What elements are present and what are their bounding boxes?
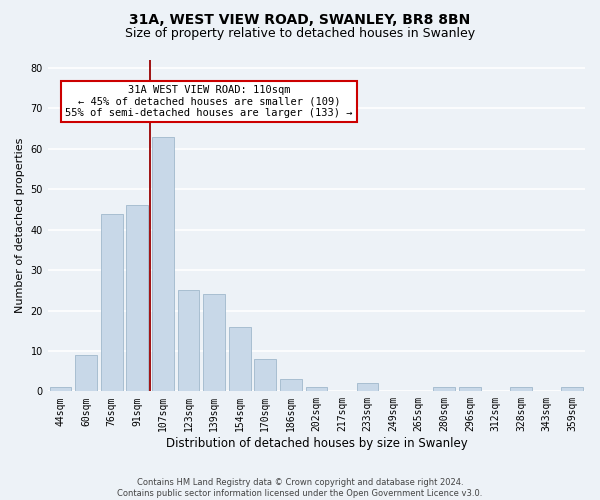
Text: Size of property relative to detached houses in Swanley: Size of property relative to detached ho… bbox=[125, 28, 475, 40]
Bar bbox=[178, 290, 199, 392]
Text: 31A, WEST VIEW ROAD, SWANLEY, BR8 8BN: 31A, WEST VIEW ROAD, SWANLEY, BR8 8BN bbox=[130, 12, 470, 26]
Bar bbox=[75, 355, 97, 392]
Bar bbox=[50, 388, 71, 392]
Bar bbox=[229, 326, 251, 392]
Bar bbox=[459, 388, 481, 392]
Bar bbox=[254, 359, 276, 392]
Bar bbox=[356, 384, 379, 392]
Bar bbox=[101, 214, 122, 392]
X-axis label: Distribution of detached houses by size in Swanley: Distribution of detached houses by size … bbox=[166, 437, 467, 450]
Bar bbox=[280, 379, 302, 392]
Text: Contains HM Land Registry data © Crown copyright and database right 2024.
Contai: Contains HM Land Registry data © Crown c… bbox=[118, 478, 482, 498]
Y-axis label: Number of detached properties: Number of detached properties bbox=[15, 138, 25, 314]
Bar bbox=[305, 388, 327, 392]
Bar bbox=[152, 137, 174, 392]
Bar bbox=[433, 388, 455, 392]
Bar bbox=[127, 206, 148, 392]
Bar bbox=[203, 294, 225, 392]
Text: 31A WEST VIEW ROAD: 110sqm
← 45% of detached houses are smaller (109)
55% of sem: 31A WEST VIEW ROAD: 110sqm ← 45% of deta… bbox=[65, 85, 353, 118]
Bar bbox=[562, 388, 583, 392]
Bar bbox=[510, 388, 532, 392]
